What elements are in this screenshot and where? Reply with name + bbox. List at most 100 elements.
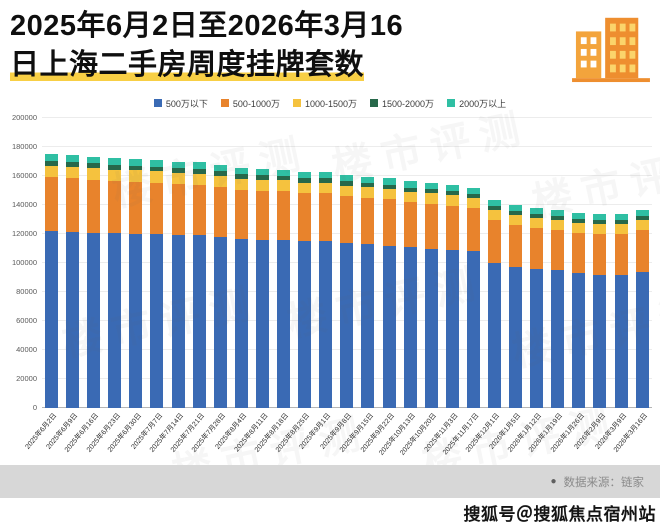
bar-segment xyxy=(530,213,544,218)
bar-segment xyxy=(213,164,227,172)
bar-segment xyxy=(445,195,459,206)
stacked-bar: 2025年8月11日 xyxy=(233,168,269,453)
bar-segment xyxy=(509,205,523,212)
bar-segment xyxy=(403,202,417,248)
legend-swatch-icon xyxy=(220,99,229,107)
legend-swatch-icon xyxy=(153,99,162,107)
y-axis-tick-label: 20000 xyxy=(16,374,37,383)
stacked-bar: 2025年10月13日 xyxy=(378,181,417,457)
bar-segment xyxy=(66,161,80,167)
bar-segment xyxy=(487,206,501,211)
bar-segment xyxy=(171,234,185,408)
bar-segment xyxy=(319,178,333,183)
bar-segment xyxy=(340,196,354,244)
bar-segment xyxy=(66,231,80,408)
bar-segment xyxy=(551,229,565,271)
bar-segment xyxy=(298,171,312,179)
bar-segment xyxy=(234,178,248,190)
bar-segment xyxy=(234,239,248,408)
bar-segment xyxy=(171,183,185,235)
bar-segment xyxy=(150,182,164,234)
y-axis-tick-label: 100000 xyxy=(11,258,37,267)
bar-segment xyxy=(150,166,164,172)
stacked-bar: 2025年8月18日 xyxy=(254,169,291,454)
bar-segment xyxy=(361,197,375,245)
bar-segment xyxy=(403,181,417,188)
bar-segment xyxy=(340,243,354,408)
bar-segment xyxy=(129,165,143,171)
bar-segment xyxy=(403,187,417,192)
bar-segment xyxy=(509,267,523,408)
bar-segment xyxy=(572,232,586,274)
stacked-bar: 2025年10月20日 xyxy=(399,183,438,457)
bar-segment xyxy=(234,189,248,240)
stacked-bar: 2026年1月12日 xyxy=(507,207,544,454)
legend-label: 1500-2000万 xyxy=(382,98,435,109)
bar-segment xyxy=(87,168,101,180)
legend-label: 2000万以上 xyxy=(459,98,507,109)
stacked-bar: 2025年7月7日 xyxy=(130,159,164,451)
bar-segment xyxy=(382,188,396,200)
bar-segment xyxy=(614,214,628,221)
bar-segment xyxy=(150,171,164,183)
bar-segment xyxy=(509,211,523,216)
bar-segment xyxy=(361,182,375,188)
stacked-bar: 2025年6月23日 xyxy=(85,158,122,454)
bar-segment xyxy=(340,185,354,197)
buildings-icon xyxy=(572,10,650,84)
bar-segment xyxy=(277,169,291,177)
legend-label: 500-1000万 xyxy=(232,98,280,109)
bar-segment xyxy=(108,233,122,408)
stacked-bar: 2025年9月22日 xyxy=(360,178,396,454)
bar-segment xyxy=(551,215,565,220)
stacked-bar: 2025年12月1日 xyxy=(465,200,501,454)
y-axis-tick-label: 60000 xyxy=(16,316,37,325)
bar-segment xyxy=(614,220,628,225)
bar-segment xyxy=(382,178,396,185)
legend-swatch-icon xyxy=(370,99,379,107)
bar-segment xyxy=(572,222,586,233)
bar-segment xyxy=(466,187,480,194)
stacked-bar: 2025年8月4日 xyxy=(214,167,248,451)
bar-segment xyxy=(319,182,333,194)
bar-segment xyxy=(66,155,80,162)
bar-segment xyxy=(466,193,480,198)
bar-segment xyxy=(213,236,227,408)
bar-segment xyxy=(635,230,649,272)
chart-legend: 500万以下 500-1000万 1000-1500万 1500-2000万 2000万… xyxy=(0,96,660,110)
gridline xyxy=(42,146,652,147)
sohu-watermark: 搜狐号＠搜狐焦点宿州站 xyxy=(463,505,656,524)
bar-segment xyxy=(551,219,565,230)
stacked-bar: 2026年1月5日 xyxy=(489,205,523,451)
legend-swatch-icon xyxy=(447,99,456,107)
stacked-bar: 2025年7月21日 xyxy=(170,162,206,454)
legend-label: 500万以下 xyxy=(165,98,208,109)
bar-segment xyxy=(382,199,396,246)
bar-segment xyxy=(45,154,58,162)
bar-segment xyxy=(150,234,164,408)
bar-segment xyxy=(614,234,628,275)
bar-segment xyxy=(150,159,164,167)
bar-segment xyxy=(213,175,227,187)
stacked-bar: 2025年7月28日 xyxy=(191,164,227,454)
source-bullet-icon: ● xyxy=(550,476,557,487)
page-title: 2025年6月2日至2026年3月16 日上海二手房周度挂牌套数 xyxy=(10,7,650,85)
bar-segment xyxy=(466,207,480,252)
stacked-bar: 2026年2月9日 xyxy=(573,214,607,451)
bar-segment xyxy=(45,177,58,232)
stacked-bar: 2025年11月3日 xyxy=(423,185,459,453)
bar-segment xyxy=(361,176,375,183)
bar-segment xyxy=(108,169,122,182)
bar-segment xyxy=(572,273,586,408)
gridline xyxy=(42,117,652,118)
bar-segment xyxy=(87,156,101,164)
bar-segment xyxy=(551,209,565,216)
stacked-bar: 2025年9月15日 xyxy=(338,176,375,454)
bar-segment xyxy=(593,274,607,408)
bar-segment xyxy=(213,186,227,237)
bar-segment xyxy=(509,225,523,268)
bar-segment xyxy=(340,181,354,186)
legend-item: 1000-1500万 xyxy=(292,97,357,110)
bar-segment xyxy=(192,235,206,408)
